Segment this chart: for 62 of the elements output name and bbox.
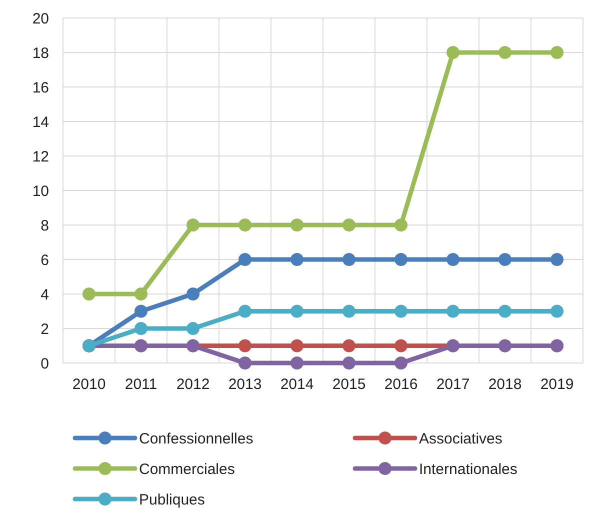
- y-tick-label: 10: [32, 182, 49, 200]
- point: [290, 339, 304, 352]
- x-tick-label: 2013: [228, 376, 262, 393]
- point: [134, 322, 148, 335]
- legend-label: Commerciales: [139, 460, 235, 478]
- point: [238, 356, 252, 370]
- y-tick-label: 8: [40, 217, 49, 234]
- point: [238, 253, 252, 266]
- point: [342, 356, 356, 370]
- point: [446, 253, 460, 266]
- point: [394, 304, 408, 318]
- point: [394, 339, 408, 352]
- y-tick-label: 12: [32, 148, 49, 166]
- y-tick-label: 18: [32, 44, 49, 62]
- point: [290, 304, 304, 318]
- point: [550, 304, 564, 318]
- point: [342, 339, 356, 352]
- x-tick-label: 2015: [332, 376, 366, 393]
- y-tick-label: 4: [40, 286, 49, 304]
- point: [498, 304, 512, 318]
- legend-label: Confessionnelles: [139, 430, 254, 448]
- point: [238, 218, 252, 232]
- y-tick-label: 2: [40, 320, 49, 338]
- point: [186, 288, 200, 300]
- point: [394, 356, 408, 370]
- x-tick-label: 2011: [124, 376, 158, 393]
- y-tick-label: 14: [32, 114, 49, 131]
- point: [498, 46, 512, 59]
- point: [342, 253, 356, 266]
- point: [290, 356, 304, 370]
- x-tick-label: 2018: [488, 376, 522, 393]
- point: [550, 46, 564, 59]
- point: [342, 304, 356, 318]
- point: [134, 304, 148, 318]
- point: [446, 304, 460, 318]
- point: [550, 253, 564, 266]
- x-tick-label: 2019: [540, 376, 574, 393]
- point: [342, 218, 356, 232]
- legend-label: Internationales: [419, 460, 518, 478]
- point: [446, 46, 460, 59]
- point: [238, 339, 252, 352]
- y-tick-label: 20: [32, 10, 49, 28]
- y-tick-label: 16: [32, 79, 49, 96]
- point: [394, 253, 408, 266]
- y-tick-label: 6: [40, 252, 49, 269]
- x-tick-label: 2017: [436, 376, 470, 393]
- legend-label: Publiques: [139, 491, 205, 508]
- point: [290, 218, 304, 232]
- x-tick-label: 2016: [384, 376, 418, 393]
- point: [134, 288, 148, 300]
- point: [238, 304, 252, 318]
- x-tick-label: 2012: [176, 376, 210, 393]
- legend-label: Associatives: [419, 430, 502, 448]
- point: [394, 218, 408, 232]
- point: [290, 253, 304, 266]
- point: [498, 253, 512, 266]
- x-tick-label: 2010: [72, 376, 106, 393]
- y-tick-label: 0: [40, 355, 49, 372]
- point: [186, 322, 200, 335]
- point: [82, 288, 96, 300]
- point: [186, 218, 200, 232]
- x-tick-label: 2014: [280, 376, 314, 393]
